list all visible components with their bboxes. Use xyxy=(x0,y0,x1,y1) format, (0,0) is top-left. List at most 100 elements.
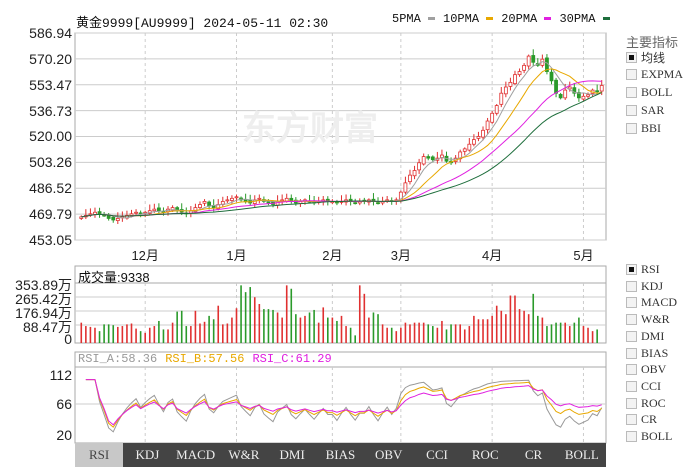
ma-legend-label: 20PMA xyxy=(501,12,538,26)
candle-body xyxy=(526,55,531,67)
checkbox[interactable] xyxy=(626,414,637,426)
rsi-header: RSI_A:58.36 RSI_B:57.56 RSI_C:61.29 xyxy=(78,352,332,366)
main-indicators-title: 主要指标 xyxy=(626,35,679,50)
indicator-option[interactable]: MACD xyxy=(626,295,677,310)
tab-bias[interactable]: BIAS xyxy=(325,447,356,462)
candle-body xyxy=(234,196,239,199)
checkbox[interactable] xyxy=(626,280,637,292)
tab-macd[interactable]: MACD xyxy=(176,447,216,462)
checkbox[interactable] xyxy=(626,123,637,134)
rsi-tick: 20 xyxy=(56,427,72,443)
checkbox[interactable] xyxy=(626,69,637,80)
candle-body xyxy=(97,211,102,215)
indicator-option[interactable]: ROC xyxy=(626,396,666,411)
candle-body xyxy=(111,216,116,221)
indicator-option[interactable]: RSI xyxy=(626,262,660,277)
rsi-line-24 xyxy=(85,379,602,426)
ma-color-swatch xyxy=(428,17,436,21)
chart-title: 黄金9999[AU9999] 2024-05-11 02:30 xyxy=(76,16,329,31)
rsi-tick: 66 xyxy=(56,396,72,412)
indicator-option[interactable]: CR xyxy=(626,412,657,427)
candle-body xyxy=(567,86,572,90)
ma-legend-item: 10PMA xyxy=(443,12,494,26)
indicator-label: ROC xyxy=(641,395,666,410)
ma-color-swatch xyxy=(486,17,494,21)
candle-body xyxy=(513,74,517,85)
candle-body xyxy=(576,92,581,99)
candle-body xyxy=(257,197,262,200)
rsi-tick: 112 xyxy=(49,367,72,383)
ma-legend-label: 30PMA xyxy=(559,12,596,26)
rsi-c-value: RSI_C:61.29 xyxy=(252,352,332,366)
candle-body xyxy=(481,129,485,138)
tab-cci[interactable]: CCI xyxy=(426,447,448,462)
candle-body xyxy=(106,214,111,219)
tab-dmi[interactable]: DMI xyxy=(279,447,305,462)
candle-body xyxy=(198,204,202,209)
tab-boll[interactable]: BOLL xyxy=(564,447,599,462)
indicator-option[interactable]: BBI xyxy=(626,121,661,136)
ma-legend-label: 10PMA xyxy=(443,12,480,26)
candle-body xyxy=(508,81,513,87)
candle-body xyxy=(522,64,527,71)
tab-cr[interactable]: CR xyxy=(524,447,543,462)
indicator-label: EXPMA xyxy=(641,67,684,81)
checkbox[interactable] xyxy=(626,364,637,376)
candle-body xyxy=(408,174,412,183)
checkbox[interactable] xyxy=(626,52,637,63)
checkbox[interactable] xyxy=(626,330,637,342)
candle-body xyxy=(403,182,408,193)
checkbox[interactable] xyxy=(626,264,637,275)
tab-rsi[interactable]: RSI xyxy=(75,443,124,467)
candle-body xyxy=(595,90,600,93)
candle-body xyxy=(485,120,490,131)
candle-body xyxy=(490,112,495,123)
indicator-label: DMI xyxy=(641,328,665,343)
candle-body xyxy=(549,71,554,82)
price-tick: 553.47 xyxy=(29,77,72,93)
indicator-option[interactable]: OBV xyxy=(626,362,666,377)
checkbox[interactable] xyxy=(626,314,637,326)
volume-value: 9338 xyxy=(120,270,150,285)
ma-legend: 5PMA 10PMA 20PMA 30PMA xyxy=(392,12,610,26)
checkbox[interactable] xyxy=(626,87,637,98)
watermark-logo: 东方财富 xyxy=(242,109,378,149)
volume-tick: 176.94万 xyxy=(15,305,72,321)
indicator-option[interactable]: KDJ xyxy=(626,279,663,294)
volume-tick: 0 xyxy=(64,331,72,347)
indicator-option[interactable]: BOLL xyxy=(626,85,672,100)
candle-body xyxy=(563,89,568,99)
indicator-tabs: RSI KDJ MACD W&R DMI BIAS OBV CCI ROC CR BOLL xyxy=(75,443,606,467)
checkbox[interactable] xyxy=(626,347,637,359)
tab-kdj[interactable]: KDJ xyxy=(135,447,160,462)
tab-roc[interactable]: ROC xyxy=(471,447,499,462)
checkbox[interactable] xyxy=(626,297,637,309)
price-tick: 520.00 xyxy=(29,128,72,144)
indicator-option[interactable]: W&R xyxy=(626,312,670,327)
volume-tick: 88.47万 xyxy=(22,319,72,335)
checkbox[interactable] xyxy=(626,380,637,392)
indicator-option[interactable]: 均线 xyxy=(626,49,665,66)
candle-body xyxy=(586,94,590,97)
indicator-option[interactable]: EXPMA xyxy=(626,67,683,82)
tab-wr[interactable]: W&R xyxy=(228,447,260,462)
indicator-option[interactable]: DMI xyxy=(626,329,664,344)
month-label: 12月 xyxy=(131,248,159,263)
indicator-label: CR xyxy=(641,412,658,427)
candle-body xyxy=(476,136,481,139)
volume-tick: 265.42万 xyxy=(15,291,72,307)
checkbox[interactable] xyxy=(626,397,637,409)
tab-obv[interactable]: OBV xyxy=(375,447,403,462)
indicator-label: SAR xyxy=(641,103,665,117)
indicator-option[interactable]: SAR xyxy=(626,103,664,118)
indicator-label: RSI xyxy=(641,262,660,276)
indicator-option[interactable]: BIAS xyxy=(626,346,668,361)
candle-body xyxy=(558,94,563,99)
checkbox[interactable] xyxy=(626,105,637,116)
candle-body xyxy=(353,202,358,205)
candle-body xyxy=(138,212,143,215)
indicator-option[interactable]: CCI xyxy=(626,379,661,394)
checkbox[interactable] xyxy=(626,431,637,442)
indicator-option[interactable]: BOLL xyxy=(626,429,672,444)
